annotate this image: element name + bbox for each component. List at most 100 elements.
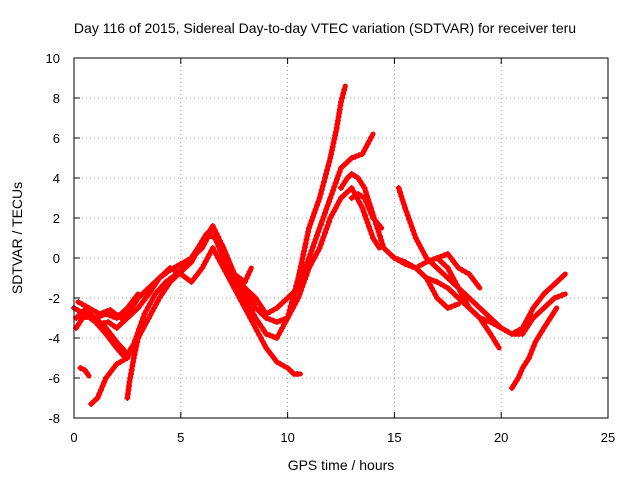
plus-marker xyxy=(375,221,382,228)
plus-marker xyxy=(348,171,355,177)
plus-marker xyxy=(362,212,368,219)
plus-marker xyxy=(83,370,90,376)
plus-marker xyxy=(530,343,537,349)
plus-marker xyxy=(103,375,109,381)
plus-marker xyxy=(131,351,138,357)
plus-marker xyxy=(361,195,368,201)
plus-marker xyxy=(519,331,526,337)
plus-marker xyxy=(306,265,312,271)
plus-marker xyxy=(243,288,250,295)
plus-marker xyxy=(322,175,328,181)
plus-marker xyxy=(538,294,545,301)
plus-marker xyxy=(344,175,351,181)
y-tick-label: -8 xyxy=(48,411,60,426)
plus-marker xyxy=(348,155,355,161)
plus-marker xyxy=(174,263,181,269)
plus-marker xyxy=(326,198,332,205)
plus-marker xyxy=(508,385,515,391)
plus-marker xyxy=(256,301,263,308)
y-tick-label: 0 xyxy=(53,251,60,266)
plus-marker xyxy=(526,311,533,318)
plus-marker xyxy=(332,205,339,211)
plus-marker xyxy=(225,256,232,263)
plus-marker xyxy=(338,185,344,191)
plus-marker xyxy=(228,263,235,270)
plus-marker xyxy=(259,338,266,345)
plus-marker xyxy=(100,320,107,326)
plus-marker xyxy=(315,198,322,205)
plus-marker xyxy=(113,339,120,345)
plus-marker xyxy=(322,210,328,216)
plus-marker xyxy=(256,331,263,338)
plus-marker xyxy=(428,285,435,291)
plus-marker xyxy=(307,221,314,228)
plus-marker xyxy=(511,381,517,388)
plus-marker xyxy=(202,238,209,245)
plus-marker xyxy=(249,308,255,315)
plus-marker xyxy=(93,309,100,315)
plus-marker xyxy=(434,255,441,261)
plus-marker xyxy=(361,185,368,191)
plus-marker xyxy=(528,318,535,325)
plus-marker xyxy=(399,197,406,203)
plus-marker xyxy=(309,258,316,265)
series-s6 xyxy=(88,335,141,407)
plus-marker xyxy=(133,343,140,349)
plus-marker xyxy=(362,144,369,151)
plus-marker xyxy=(324,222,331,229)
plus-marker xyxy=(418,245,425,251)
plus-marker xyxy=(513,378,520,385)
plus-marker xyxy=(103,325,109,331)
series-s15 xyxy=(348,191,385,231)
plus-marker xyxy=(536,332,543,338)
plus-marker xyxy=(199,265,206,271)
plus-marker xyxy=(410,227,417,234)
plus-marker xyxy=(284,365,291,371)
plus-marker xyxy=(437,253,444,260)
plus-marker xyxy=(538,328,545,335)
plus-marker xyxy=(476,315,483,321)
plus-marker xyxy=(200,241,207,248)
plus-marker xyxy=(240,291,247,298)
plus-marker xyxy=(523,324,530,331)
plus-marker xyxy=(364,141,371,147)
plus-marker xyxy=(441,283,448,289)
plus-marker xyxy=(213,231,220,238)
plus-marker xyxy=(227,278,234,285)
plus-marker xyxy=(304,232,311,239)
plus-marker xyxy=(366,223,372,230)
plus-marker xyxy=(177,271,184,277)
plus-marker xyxy=(249,298,255,305)
plus-marker xyxy=(215,235,222,241)
plus-marker xyxy=(108,332,115,338)
plus-marker xyxy=(94,395,101,401)
plus-marker xyxy=(151,305,158,311)
plus-marker xyxy=(77,365,84,371)
series-s9 xyxy=(241,185,382,325)
plus-marker xyxy=(462,298,469,305)
plus-marker xyxy=(543,321,550,328)
plus-marker xyxy=(241,285,248,291)
plus-marker xyxy=(91,398,98,404)
plus-marker xyxy=(304,268,311,275)
series-s1 xyxy=(71,83,348,361)
plus-marker xyxy=(145,315,152,321)
plus-marker xyxy=(78,301,85,307)
plus-marker xyxy=(444,305,451,311)
plus-marker xyxy=(245,311,252,318)
x-axis-label: GPS time / hours xyxy=(288,457,395,473)
plus-marker xyxy=(250,311,257,318)
plus-marker xyxy=(113,361,120,367)
plus-marker xyxy=(138,318,145,325)
plus-marker xyxy=(181,273,188,280)
plus-marker xyxy=(358,193,365,199)
plus-marker xyxy=(493,341,500,348)
plus-marker xyxy=(447,254,454,261)
plus-marker xyxy=(313,251,320,258)
plus-marker xyxy=(99,383,106,389)
plus-marker xyxy=(132,294,139,301)
plus-marker xyxy=(143,294,150,301)
plus-marker xyxy=(523,358,530,365)
plus-marker xyxy=(427,257,433,264)
plus-marker xyxy=(405,262,412,269)
